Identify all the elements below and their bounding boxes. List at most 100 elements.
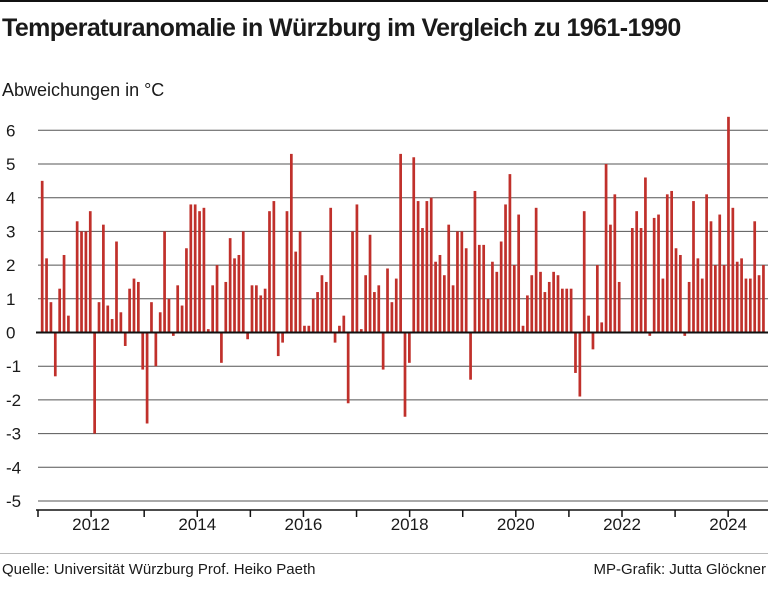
bar — [630, 228, 634, 333]
bar — [460, 231, 464, 333]
bar — [412, 157, 416, 333]
bar — [421, 228, 424, 333]
y-tick-label: -3 — [6, 425, 21, 444]
bar — [744, 278, 748, 333]
bars — [40, 116, 765, 434]
y-axis-label: Abweichungen in °C — [2, 80, 165, 100]
bar — [438, 254, 442, 333]
bar — [504, 204, 507, 333]
bar — [298, 231, 302, 333]
bar — [679, 254, 682, 333]
footer-rule — [0, 553, 768, 554]
bar — [464, 248, 468, 333]
bar — [316, 292, 319, 333]
bar — [561, 288, 564, 333]
bar — [324, 281, 328, 333]
bar — [408, 332, 411, 363]
bar — [543, 292, 547, 333]
bar — [189, 204, 193, 333]
bar — [180, 305, 184, 333]
bar — [582, 211, 586, 333]
bar — [268, 211, 271, 333]
bar — [241, 231, 245, 333]
bar — [591, 332, 595, 350]
bar — [425, 201, 429, 333]
bar — [661, 278, 665, 333]
bar — [338, 325, 341, 333]
bar — [442, 275, 446, 333]
graphic-credit: MP-Grafik: Jutta Glöckner — [593, 561, 766, 578]
chart-title: Temperaturanomalie in Würzburg im Vergle… — [2, 14, 681, 42]
bar — [578, 332, 582, 397]
bar — [595, 265, 599, 333]
source-note: Quelle: Universität Würzburg Prof. Heiko… — [2, 561, 316, 578]
y-tick-label: 1 — [6, 290, 15, 309]
bar — [696, 258, 700, 333]
bar — [167, 298, 171, 333]
bar — [228, 238, 232, 333]
bar — [539, 271, 542, 333]
bar — [530, 275, 534, 333]
y-tick-label: -4 — [6, 458, 21, 477]
bar — [683, 332, 687, 336]
bar — [289, 153, 293, 333]
bar — [250, 285, 254, 333]
bar — [106, 305, 110, 333]
bar — [185, 248, 188, 333]
bar — [211, 285, 215, 333]
bar — [486, 298, 490, 333]
bar — [263, 288, 267, 333]
bar — [220, 332, 223, 363]
bar — [547, 281, 551, 333]
bar — [110, 319, 114, 333]
bar — [272, 201, 276, 333]
bar — [731, 207, 735, 333]
bar — [617, 281, 621, 333]
bar — [674, 248, 678, 333]
bar — [700, 278, 704, 333]
bar — [333, 332, 337, 343]
bar — [587, 315, 590, 333]
bar — [128, 288, 131, 333]
y-tick-label: -2 — [6, 391, 21, 410]
y-tick-labels: 6 5 4 3 2 1 0 -1 -2 -3 -4 -5 — [6, 121, 21, 511]
y-tick-label: 5 — [6, 155, 15, 174]
bar — [93, 332, 96, 434]
bar — [687, 281, 691, 333]
bar — [609, 224, 612, 333]
bar — [102, 224, 105, 333]
bar — [727, 116, 730, 333]
bar — [390, 302, 394, 333]
bar — [526, 295, 529, 333]
bar — [482, 244, 486, 333]
bar — [364, 275, 368, 333]
bar — [709, 221, 713, 333]
bar — [753, 221, 757, 333]
bar — [119, 312, 123, 333]
bar — [600, 322, 604, 333]
bar — [145, 332, 149, 424]
y-tick-label: 4 — [6, 189, 15, 208]
bar — [40, 180, 44, 333]
bar — [237, 254, 241, 333]
bar — [635, 211, 639, 333]
bar — [512, 265, 516, 333]
bar — [206, 329, 210, 333]
bar — [202, 207, 206, 333]
bar — [521, 325, 525, 333]
bar — [75, 221, 79, 333]
bar — [80, 231, 83, 333]
bar — [429, 197, 433, 333]
bar — [215, 265, 219, 333]
bar — [276, 332, 280, 357]
bar — [469, 332, 472, 380]
bar — [705, 194, 708, 333]
axes — [36, 331, 768, 517]
bar — [735, 261, 739, 333]
bar — [491, 261, 494, 333]
bar — [648, 332, 652, 336]
bar — [62, 254, 66, 333]
bar — [762, 265, 765, 333]
bar — [359, 329, 363, 333]
bar — [53, 332, 57, 377]
